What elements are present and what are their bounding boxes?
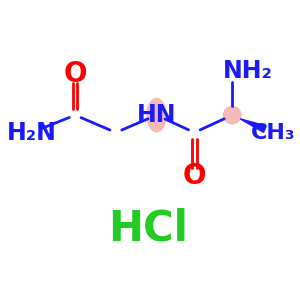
Ellipse shape <box>146 98 167 133</box>
Text: CH₃: CH₃ <box>250 123 295 142</box>
Polygon shape <box>240 119 266 132</box>
Text: NH₂: NH₂ <box>223 59 273 83</box>
Text: HCl: HCl <box>108 208 188 250</box>
Text: O: O <box>183 162 206 190</box>
Text: H₂N: H₂N <box>7 121 56 145</box>
Text: HN: HN <box>137 103 176 127</box>
Text: O: O <box>63 60 87 88</box>
Ellipse shape <box>223 106 242 124</box>
